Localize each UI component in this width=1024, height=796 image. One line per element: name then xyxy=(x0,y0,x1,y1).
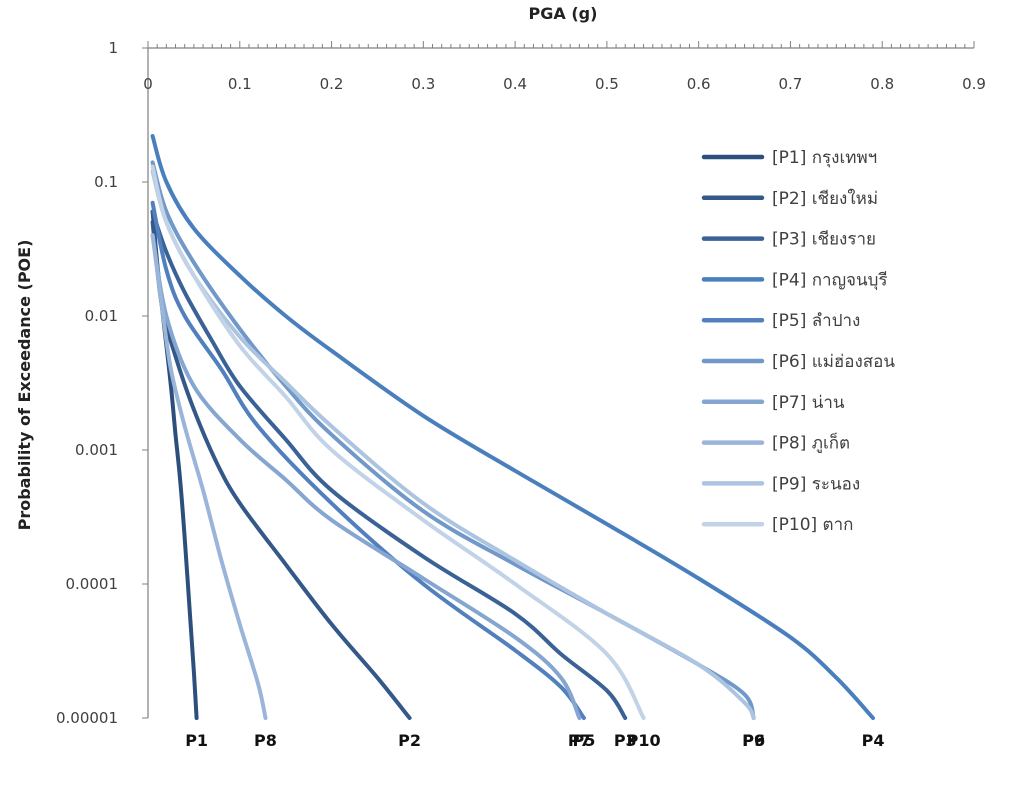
y-axis-title: Probability of Exceedance (POE) xyxy=(15,240,34,531)
end-label-p2: P2 xyxy=(398,731,421,750)
legend-label: [P7] น่าน xyxy=(772,393,845,413)
y-tick-label: 0.00001 xyxy=(56,709,118,727)
y-tick-label: 0.0001 xyxy=(66,575,119,593)
end-label-p3: P3 xyxy=(614,731,637,750)
series-line-p10 xyxy=(150,164,646,720)
series-line-p3 xyxy=(150,209,628,720)
x-tick-label: 0.4 xyxy=(503,75,527,93)
legend-label: [P5] ลำปาง xyxy=(772,311,860,331)
series-line-p7 xyxy=(150,233,582,720)
x-tick-label: 0.3 xyxy=(411,75,435,93)
end-label-p10: P10 xyxy=(627,731,661,750)
end-labels: P1 P2 P3 P4 P5 P6 P7 P8 P9 P10 xyxy=(185,731,884,750)
x-tick-label: 0.7 xyxy=(779,75,803,93)
end-label-p4: P4 xyxy=(862,731,885,750)
legend-label: [P3] เชียงราย xyxy=(772,230,876,250)
y-tick-label: 0.001 xyxy=(75,441,118,459)
end-label-p8: P8 xyxy=(254,731,277,750)
x-tick-label: 0 xyxy=(143,75,153,93)
legend-label: [P1] กรุงเทพฯ xyxy=(772,148,877,168)
series-lines xyxy=(150,134,875,720)
series-line-p4 xyxy=(150,134,875,720)
x-axis-title: PGA (g) xyxy=(529,4,598,23)
legend-label: [P8] ภูเก็ต xyxy=(772,432,850,454)
y-ticks: 1 0.1 0.01 0.001 0.0001 0.00001 xyxy=(56,39,148,727)
axes: 0 0.1 0.2 0.3 0.4 0.5 0.6 0.7 0.8 0.9 1 0.1 0.01 0.0… xyxy=(56,39,986,727)
legend-label: [P2] เชียงใหม่ xyxy=(772,188,878,209)
series-line-p5 xyxy=(150,200,586,720)
end-label-p7: P7 xyxy=(568,731,591,750)
end-label-p1: P1 xyxy=(185,731,208,750)
y-tick-label: 0.01 xyxy=(85,307,118,325)
y-tick-label: 0.1 xyxy=(94,173,118,191)
x-tick-label: 0.8 xyxy=(870,75,894,93)
x-tick-label: 0.9 xyxy=(962,75,986,93)
legend-label: [P9] ระนอง xyxy=(772,474,860,494)
x-tick-label: 0.6 xyxy=(687,75,711,93)
series-line-p8 xyxy=(150,233,268,720)
x-ticks: 0 0.1 0.2 0.3 0.4 0.5 0.6 0.7 0.8 0.9 xyxy=(143,41,986,93)
y-tick-label: 1 xyxy=(108,39,118,57)
end-label-p9: P9 xyxy=(742,731,765,750)
legend: [P1] กรุงเทพฯ [P2] เชียงใหม่ [P3] เชียงราย… xyxy=(701,148,895,535)
x-tick-label: 0.1 xyxy=(228,75,252,93)
legend-label: [P4] กาญจนบุรี xyxy=(772,270,888,290)
end-label-p5: P5 xyxy=(573,731,596,750)
x-tick-label: 0.5 xyxy=(595,75,619,93)
legend-label: [P6] แม่ฮ่องสอน xyxy=(772,352,895,372)
end-label-p6: P6 xyxy=(742,731,765,750)
x-tick-label: 0.2 xyxy=(320,75,344,93)
legend-label: [P10] ตาก xyxy=(772,515,853,535)
